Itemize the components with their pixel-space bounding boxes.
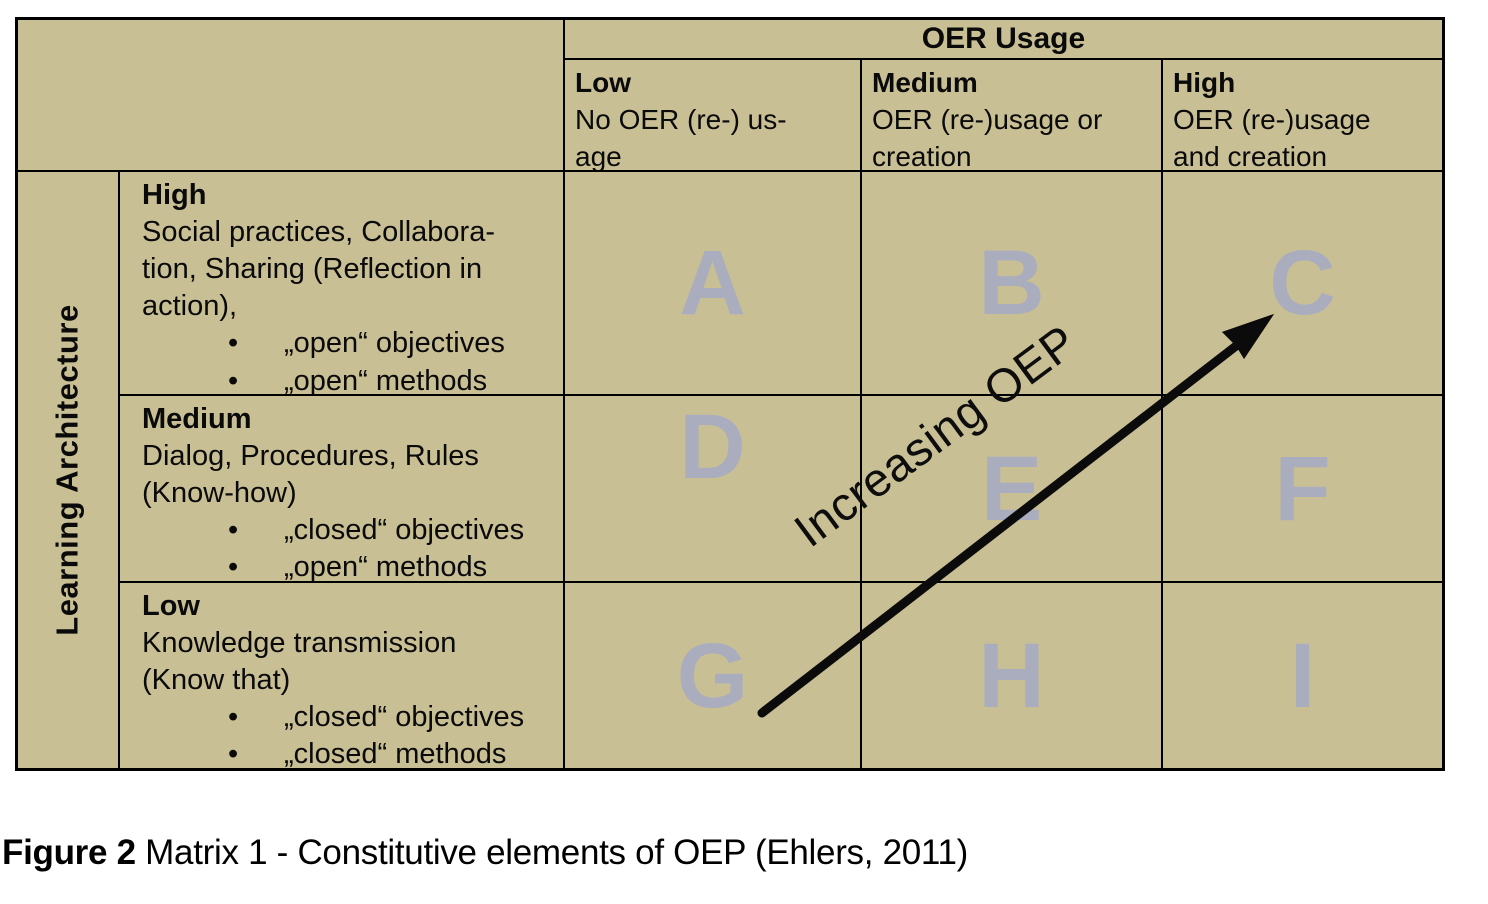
bullet-icon: •	[228, 514, 239, 547]
row-header-low-title: Low	[142, 590, 200, 622]
figure-caption: Figure 2 Matrix 1 - Constitutive element…	[2, 833, 968, 873]
cell-D: D	[565, 396, 862, 583]
figure-caption-number: Figure 2	[2, 833, 136, 872]
row-high-bullet-1-text: „open“ objectives	[284, 327, 505, 360]
row-header-low-desc: Knowledge transmission (Know that)	[142, 627, 457, 697]
row-high-bullet-1: • „open“ objectives	[142, 325, 555, 362]
row-low-bullet-2-text: „closed“ methods	[284, 738, 507, 768]
row-header-medium-desc: Dialog, Procedures, Rules (Know-how)	[142, 440, 479, 510]
bullet-icon: •	[228, 364, 239, 396]
cell-F: F	[1163, 396, 1442, 583]
column-header-medium: Medium OER (re-)usage or creation	[862, 60, 1163, 172]
column-header-medium-desc: OER (re-)usage or creation	[872, 104, 1103, 172]
column-header-high-desc: OER (re-)usage and creation	[1173, 104, 1371, 172]
learning-architecture-label: Learning Architecture	[50, 304, 86, 636]
cell-H: H	[862, 583, 1163, 768]
column-header-low-title: Low	[575, 67, 631, 98]
bullet-icon: •	[228, 701, 239, 734]
bullet-icon: •	[228, 551, 239, 583]
row-header-medium: Medium Dialog, Procedures, Rules (Know-h…	[120, 396, 565, 583]
cell-I: I	[1289, 624, 1316, 727]
row-header-low: Low Knowledge transmission (Know that) •…	[120, 583, 565, 768]
column-header-low-desc: No OER (re-) us- age	[575, 104, 787, 172]
bullet-icon: •	[228, 738, 239, 768]
row-low-bullet-1-text: „closed“ objectives	[284, 701, 525, 734]
row-medium-bullet-1: • „closed“ objectives	[142, 512, 555, 549]
cell-A: A	[565, 172, 862, 396]
row-header-high: High Social practices, Collabora- tion, …	[120, 172, 565, 396]
oer-usage-header: OER Usage	[565, 20, 1442, 60]
column-header-medium-title: Medium	[872, 67, 978, 98]
cell-C: C	[1163, 172, 1442, 396]
row-high-bullet-2: • „open“ methods	[142, 363, 555, 396]
row-medium-bullet-1-text: „closed“ objectives	[284, 514, 525, 547]
cell-D-letter: D	[679, 396, 746, 498]
learning-architecture-label-cell: Learning Architecture	[18, 172, 120, 768]
column-header-high: High OER (re-)usage and creation	[1163, 60, 1442, 172]
oep-matrix-table: OER Usage Low No OER (re-) us- age Mediu…	[15, 17, 1445, 771]
row-medium-bullet-2-text: „open“ methods	[284, 551, 488, 583]
row-low-bullet-1: • „closed“ objectives	[142, 699, 555, 736]
row-header-medium-title: Medium	[142, 403, 252, 435]
column-header-low: Low No OER (re-) us- age	[565, 60, 862, 172]
row-medium-bullet-2: • „open“ methods	[142, 549, 555, 583]
row-high-bullet-2-text: „open“ methods	[284, 364, 488, 396]
column-header-high-title: High	[1173, 67, 1236, 98]
cell-G: G	[565, 583, 862, 768]
row-header-high-desc: Social practices, Collabora- tion, Shari…	[142, 216, 495, 323]
bullet-icon: •	[228, 327, 239, 360]
blank-corner-cell	[18, 20, 565, 172]
figure-caption-text: Matrix 1 - Constitutive elements of OEP …	[135, 833, 969, 872]
row-low-bullet-2: • „closed“ methods	[142, 736, 555, 768]
row-header-high-title: High	[142, 179, 207, 211]
